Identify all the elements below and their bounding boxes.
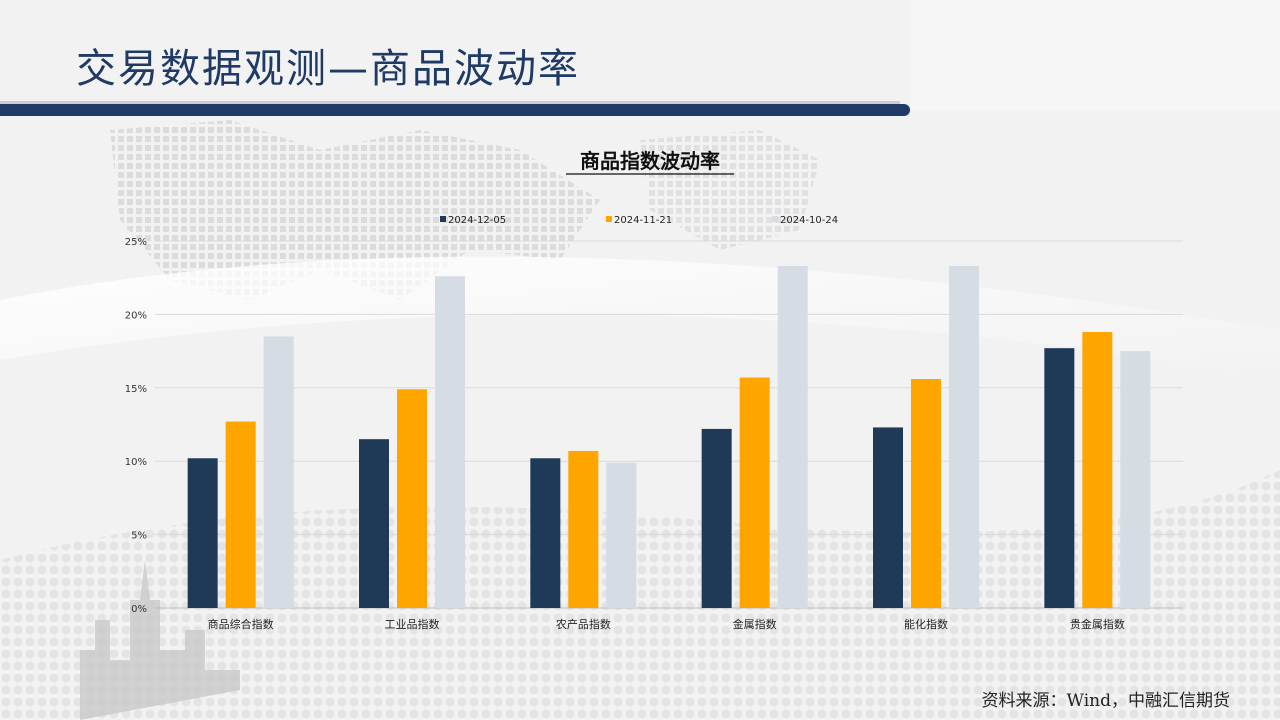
x-tick-label: 金属指数 bbox=[733, 617, 777, 631]
title-underline-bar bbox=[0, 104, 910, 116]
legend-label: 2024-12-05 bbox=[448, 215, 506, 226]
x-tick-label: 农产品指数 bbox=[556, 617, 611, 631]
source-note: 资料来源：Wind，中融汇信期货 bbox=[981, 691, 1230, 711]
bar bbox=[739, 377, 770, 608]
x-tick-label: 贵金属指数 bbox=[1070, 617, 1125, 631]
bar bbox=[1082, 332, 1113, 608]
y-tick-label: 5% bbox=[131, 531, 147, 542]
bar bbox=[530, 458, 561, 608]
x-tick-label: 工业品指数 bbox=[385, 617, 440, 631]
y-tick-label: 25% bbox=[125, 237, 147, 248]
bar bbox=[397, 389, 427, 608]
bar bbox=[606, 462, 637, 608]
y-tick-label: 15% bbox=[125, 384, 147, 395]
bar bbox=[911, 378, 941, 608]
bar bbox=[777, 265, 808, 608]
bar bbox=[225, 421, 256, 608]
bar bbox=[1044, 348, 1075, 608]
legend-swatch bbox=[606, 216, 612, 222]
bar bbox=[435, 276, 465, 608]
x-tick-label: 能化指数 bbox=[904, 617, 948, 631]
y-tick-label: 0% bbox=[131, 604, 147, 615]
y-tick-label: 20% bbox=[125, 310, 147, 321]
slide-title: 交易数据观测—商品波动率 bbox=[76, 46, 580, 92]
bar bbox=[873, 427, 903, 608]
bar bbox=[701, 428, 732, 608]
bar bbox=[1120, 351, 1151, 608]
bar bbox=[949, 265, 979, 608]
bar bbox=[568, 450, 599, 608]
bar bbox=[359, 439, 389, 608]
chart-title: 商品指数波动率 bbox=[580, 149, 720, 173]
bar bbox=[187, 458, 218, 608]
legend-swatch bbox=[772, 216, 778, 222]
legend-label: 2024-10-24 bbox=[780, 215, 838, 226]
y-tick-label: 10% bbox=[125, 457, 147, 468]
title-underline-highlight bbox=[0, 101, 900, 105]
legend-swatch bbox=[440, 216, 446, 222]
legend-label: 2024-11-21 bbox=[614, 215, 672, 226]
x-tick-label: 商品综合指数 bbox=[208, 617, 274, 631]
bar bbox=[263, 336, 294, 608]
